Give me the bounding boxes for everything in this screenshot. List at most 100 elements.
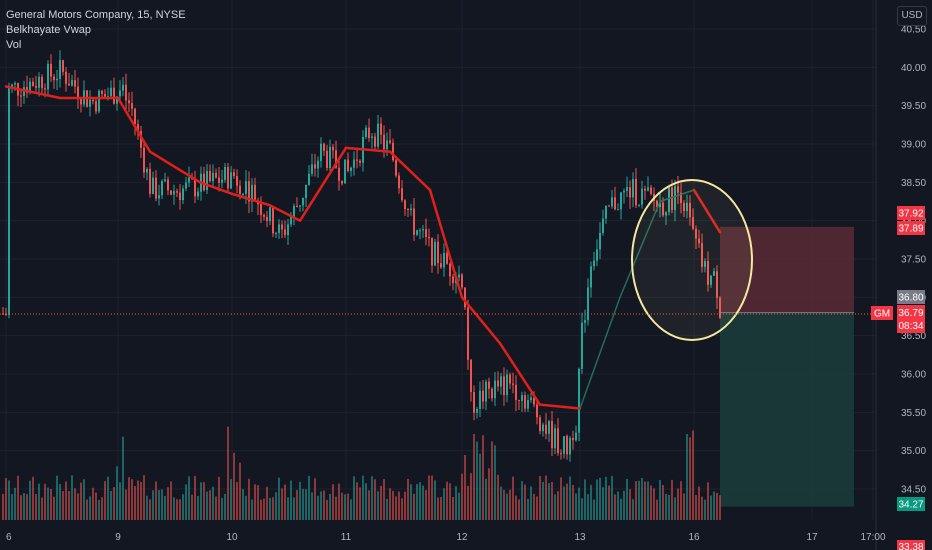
volume-bar [323,490,325,520]
volume-bar [419,482,421,520]
x-tick-label: 13 [574,532,586,543]
volume-bar [716,492,718,520]
candle-body [713,271,715,276]
candle-body [380,123,382,135]
volume-bar [179,499,181,520]
volume-bar [314,478,316,520]
x-tick-label: 11 [341,532,352,543]
candle-body [353,159,355,168]
candle-body [431,238,433,266]
volume-bar [695,495,697,520]
volume-bar [32,476,34,520]
candle-body [71,80,73,86]
volume-bar [329,493,331,520]
volume-bar [137,480,139,520]
volume-bar [200,482,202,520]
position-tool[interactable] [720,226,854,507]
volume-bar [152,490,154,520]
last-price-tag-text: 36.79 [898,308,923,319]
volume-bar [602,487,604,520]
candle-body [533,397,535,405]
symbol-title[interactable]: General Motors Company, 15, NYSE [6,9,186,21]
volume-bars [2,426,721,520]
indicator-label[interactable]: Belkhayate Vwap [6,24,91,36]
volume-bar [608,485,610,520]
candle-body [20,95,22,97]
volume-bar [497,474,499,520]
volume-bar [353,476,355,520]
y-tick-label: 36.50 [901,331,926,342]
volume-bar [632,499,634,520]
volume-bar [563,486,565,520]
y-tick-label: 38.50 [901,178,926,189]
candle-body [641,188,643,205]
y-tick-label: 40.50 [901,25,926,36]
volume-bar [50,489,52,520]
volume-bar [566,483,568,520]
currency-button[interactable]: USD [897,6,927,26]
volume-bar [269,497,271,520]
y-tick-label: 39.00 [901,140,926,151]
volume-bar [359,487,361,520]
candle-body [674,186,676,211]
volume-bar [257,485,259,520]
volume-bar [77,493,79,520]
volume-bar [638,480,640,520]
volume-bar [11,494,13,520]
x-tick-label: 17 [806,532,818,543]
volume-bar [485,478,487,520]
volume-bar [398,491,400,520]
candle-body [557,428,559,454]
volume-bar [95,492,97,520]
candle-body [218,177,220,183]
volume-bar [470,473,472,520]
volume-bar [164,495,166,520]
y-tick-label: 40.00 [901,63,926,74]
vwap-segment [116,96,152,153]
volume-label[interactable]: Vol [6,39,22,51]
volume-bar [458,492,460,520]
volume-bar [461,473,463,520]
candle-body [680,192,682,203]
candle-body [146,168,148,173]
volume-bar [656,499,658,520]
volume-bar [254,484,256,520]
volume-bar [551,481,553,520]
volume-bar [230,479,232,520]
volume-bar [383,479,385,520]
candle-body [710,275,712,285]
volume-bar [572,484,574,520]
candle-body [389,140,391,143]
candle-body [89,99,91,107]
volume-bar [545,475,547,520]
volume-bar [569,476,571,520]
volume-bar [284,484,286,520]
vwap-segment [692,188,722,234]
volume-bar [416,484,418,520]
candle-body [179,192,181,201]
candle-body [152,177,154,194]
reward-zone[interactable] [720,312,854,507]
time-axis[interactable]: 6 9 10 11 12 13 16 17 17:00 [6,532,886,543]
volume-bar [554,494,556,520]
vwap-segment [268,204,302,222]
candle-body [239,185,241,195]
risk-zone[interactable] [720,226,854,313]
volume-bar [431,475,433,520]
candle-body [245,181,247,194]
candle-body [719,297,721,318]
candle-body [50,63,52,77]
volume-bar [98,499,100,520]
candle-body [212,172,214,182]
volume-bar [38,483,40,520]
candle-body [335,150,337,168]
volume-bar [542,481,544,520]
y-tick-label: 37.50 [901,255,926,266]
volume-bar [149,499,151,520]
candle-body [368,127,370,138]
volume-bar [215,496,217,520]
candle-body [14,83,16,85]
y-tick-label: 35.00 [901,446,926,457]
candle-body [467,307,469,360]
